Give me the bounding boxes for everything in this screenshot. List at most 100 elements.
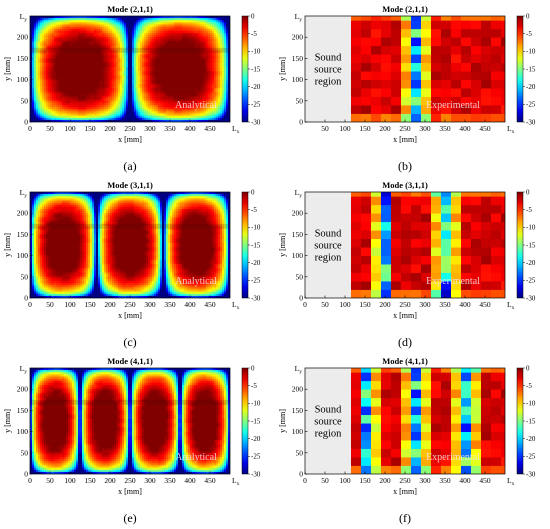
x-tick-label: 150: [84, 476, 96, 485]
y-tick-label: 50: [296, 96, 304, 105]
x-tick-label: 50: [321, 476, 329, 485]
y-tick-label: 150: [17, 406, 29, 415]
x-tick-label: 400: [459, 300, 471, 309]
x-tick-label: 400: [184, 124, 196, 133]
x-tick-label: 200: [379, 300, 391, 309]
y-max-label: Ly: [295, 188, 303, 199]
panel-label: (b): [398, 159, 412, 173]
x-tick-label: 350: [164, 300, 176, 309]
colorbar-tick-label: 0: [251, 12, 255, 20]
x-tick-label: 450: [479, 300, 491, 309]
colorbar-tick-label: -10: [526, 224, 536, 232]
x-tick-label: 250: [124, 300, 136, 309]
x-tick-label: 0: [28, 300, 32, 309]
colorbar-tick-label: -20: [526, 435, 536, 443]
y-tick-label: 0: [24, 470, 28, 479]
y-tick-label: 50: [296, 272, 304, 281]
colorbar-tick-label: -20: [526, 83, 536, 91]
panel-e: Analytical Mode (4,1,1) 0 50 100 150 200 250 300…: [0, 352, 275, 528]
chart-title: Mode (2,1,1): [107, 4, 153, 14]
colorbar-tick-label: 0: [526, 188, 530, 196]
x-tick-label: 250: [399, 300, 411, 309]
x-max-label: Lx: [232, 124, 240, 135]
x-tick-label: 150: [84, 124, 96, 133]
colorbar-tick-label: -15: [526, 417, 536, 425]
colorbar-tick-label: -15: [526, 241, 536, 249]
colorbar-tick-label: -15: [251, 241, 261, 249]
x-tick-label: 100: [64, 124, 76, 133]
x-axis-label: x [mm]: [393, 311, 417, 320]
x-tick-label: 100: [64, 300, 76, 309]
colorbar: [516, 191, 524, 299]
chart-title: Mode (4,1,1): [382, 356, 428, 366]
y-tick-label: 200: [17, 209, 29, 218]
chart-title: Mode (4,1,1): [107, 356, 153, 366]
x-max-label: Lx: [507, 300, 515, 311]
x-tick-label: 450: [479, 124, 491, 133]
y-tick-label: 50: [21, 96, 29, 105]
colorbar-tick-label: -10: [526, 48, 536, 56]
colorbar-tick-label: -15: [526, 65, 536, 73]
colorbar-tick-label: -10: [526, 400, 536, 408]
x-tick-label: 400: [459, 124, 471, 133]
x-tick-label: 150: [359, 124, 371, 133]
panel-label: (a): [123, 159, 136, 173]
y-tick-label: 0: [24, 294, 28, 303]
colorbar-tick-label: -20: [251, 83, 261, 91]
y-tick-label: 150: [292, 230, 304, 239]
x-tick-label: 150: [359, 476, 371, 485]
colorbar-tick-label: -10: [251, 224, 261, 232]
y-tick-label: 50: [21, 448, 29, 457]
colorbar-tick-label: -30: [526, 470, 536, 478]
y-max-label: Ly: [295, 12, 303, 23]
panel-label: (c): [123, 335, 136, 349]
colorbar-tick-label: -5: [526, 30, 532, 38]
y-axis-label: y [mm]: [278, 57, 287, 81]
watermark-label: Experimental: [426, 276, 480, 287]
x-tick-label: 50: [321, 124, 329, 133]
x-tick-label: 0: [28, 476, 32, 485]
colorbar-tick-label: -20: [251, 435, 261, 443]
colorbar-tick-label: -30: [251, 118, 261, 126]
x-tick-label: 300: [144, 124, 156, 133]
colorbar-tick-label: -10: [251, 48, 261, 56]
colorbar-tick-label: -20: [251, 259, 261, 267]
x-max-label: Lx: [507, 124, 515, 135]
colorbar: [241, 15, 249, 123]
x-tick-label: 450: [204, 300, 216, 309]
x-tick-label: 300: [419, 476, 431, 485]
colorbar: [241, 191, 249, 299]
x-tick-label: 0: [28, 124, 32, 133]
panel-a-svg: Analytical Mode (2,1,1) 0 50 100 150 200 250 300…: [3, 4, 261, 173]
x-tick-label: 50: [46, 476, 54, 485]
y-tick-label: 200: [292, 385, 304, 394]
x-tick-label: 400: [184, 476, 196, 485]
panel-label: (f): [399, 511, 411, 525]
x-axis-label: x [mm]: [118, 311, 142, 320]
x-tick-label: 100: [339, 300, 351, 309]
colorbar-tick-label: 0: [526, 12, 530, 20]
x-axis-label: x [mm]: [393, 135, 417, 144]
colorbar-tick-label: -25: [251, 101, 261, 109]
colorbar-tick-label: 0: [526, 364, 530, 372]
y-tick-label: 150: [292, 406, 304, 415]
colorbar: [241, 367, 249, 475]
panel-a: Analytical Mode (2,1,1) 0 50 100 150 200 250 300…: [0, 0, 275, 176]
colorbar-tick-label: -25: [251, 453, 261, 461]
colorbar-tick-label: 0: [251, 188, 255, 196]
panel-d: Sound source region Experimental Mode (3,1,1…: [275, 176, 550, 352]
y-axis-label: y [mm]: [3, 233, 12, 257]
x-tick-label: 100: [339, 476, 351, 485]
x-tick-label: 200: [379, 476, 391, 485]
y-max-label: Ly: [20, 12, 28, 23]
y-tick-label: 50: [21, 272, 29, 281]
x-tick-label: 200: [104, 476, 116, 485]
watermark-label: Analytical: [175, 452, 217, 463]
x-tick-label: 450: [479, 476, 491, 485]
watermark-label: Analytical: [175, 276, 217, 287]
x-tick-label: 250: [124, 476, 136, 485]
y-tick-label: 0: [24, 118, 28, 127]
x-tick-label: 50: [46, 300, 54, 309]
x-tick-label: 50: [46, 124, 54, 133]
x-tick-label: 0: [303, 300, 307, 309]
